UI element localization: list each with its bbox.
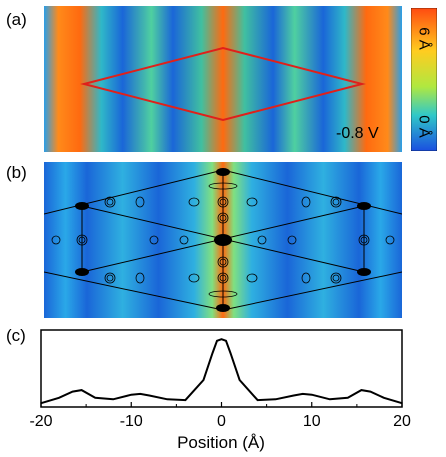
x-tick-label: 0 xyxy=(217,413,226,430)
bias-voltage-label: -0.8 V xyxy=(336,125,379,142)
profile-chart: -20 -10 0 10 20 Position (Å) xyxy=(29,329,411,452)
stm-image-a xyxy=(44,6,402,152)
atom-markers xyxy=(75,168,371,312)
panel-label-c: (c) xyxy=(6,326,26,345)
profile-line xyxy=(40,338,403,405)
plot-frame xyxy=(40,329,403,408)
x-tick-label: 20 xyxy=(393,413,411,430)
stm-image-b xyxy=(44,162,402,318)
unit-cell-outline xyxy=(80,46,366,122)
x-tick-label: 10 xyxy=(303,413,321,430)
x-tick-label: -20 xyxy=(29,413,52,430)
panel-label-a: (a) xyxy=(6,10,27,29)
colorbar-min-label: 0 Å xyxy=(415,115,433,138)
colorbar xyxy=(411,8,437,151)
colorbar-max-label: 6 Å xyxy=(415,27,433,50)
x-axis-label: Position (Å) xyxy=(177,433,265,452)
contour-markers xyxy=(51,182,395,298)
panel-label-b: (b) xyxy=(6,163,27,182)
x-tick-label: -10 xyxy=(120,413,143,430)
